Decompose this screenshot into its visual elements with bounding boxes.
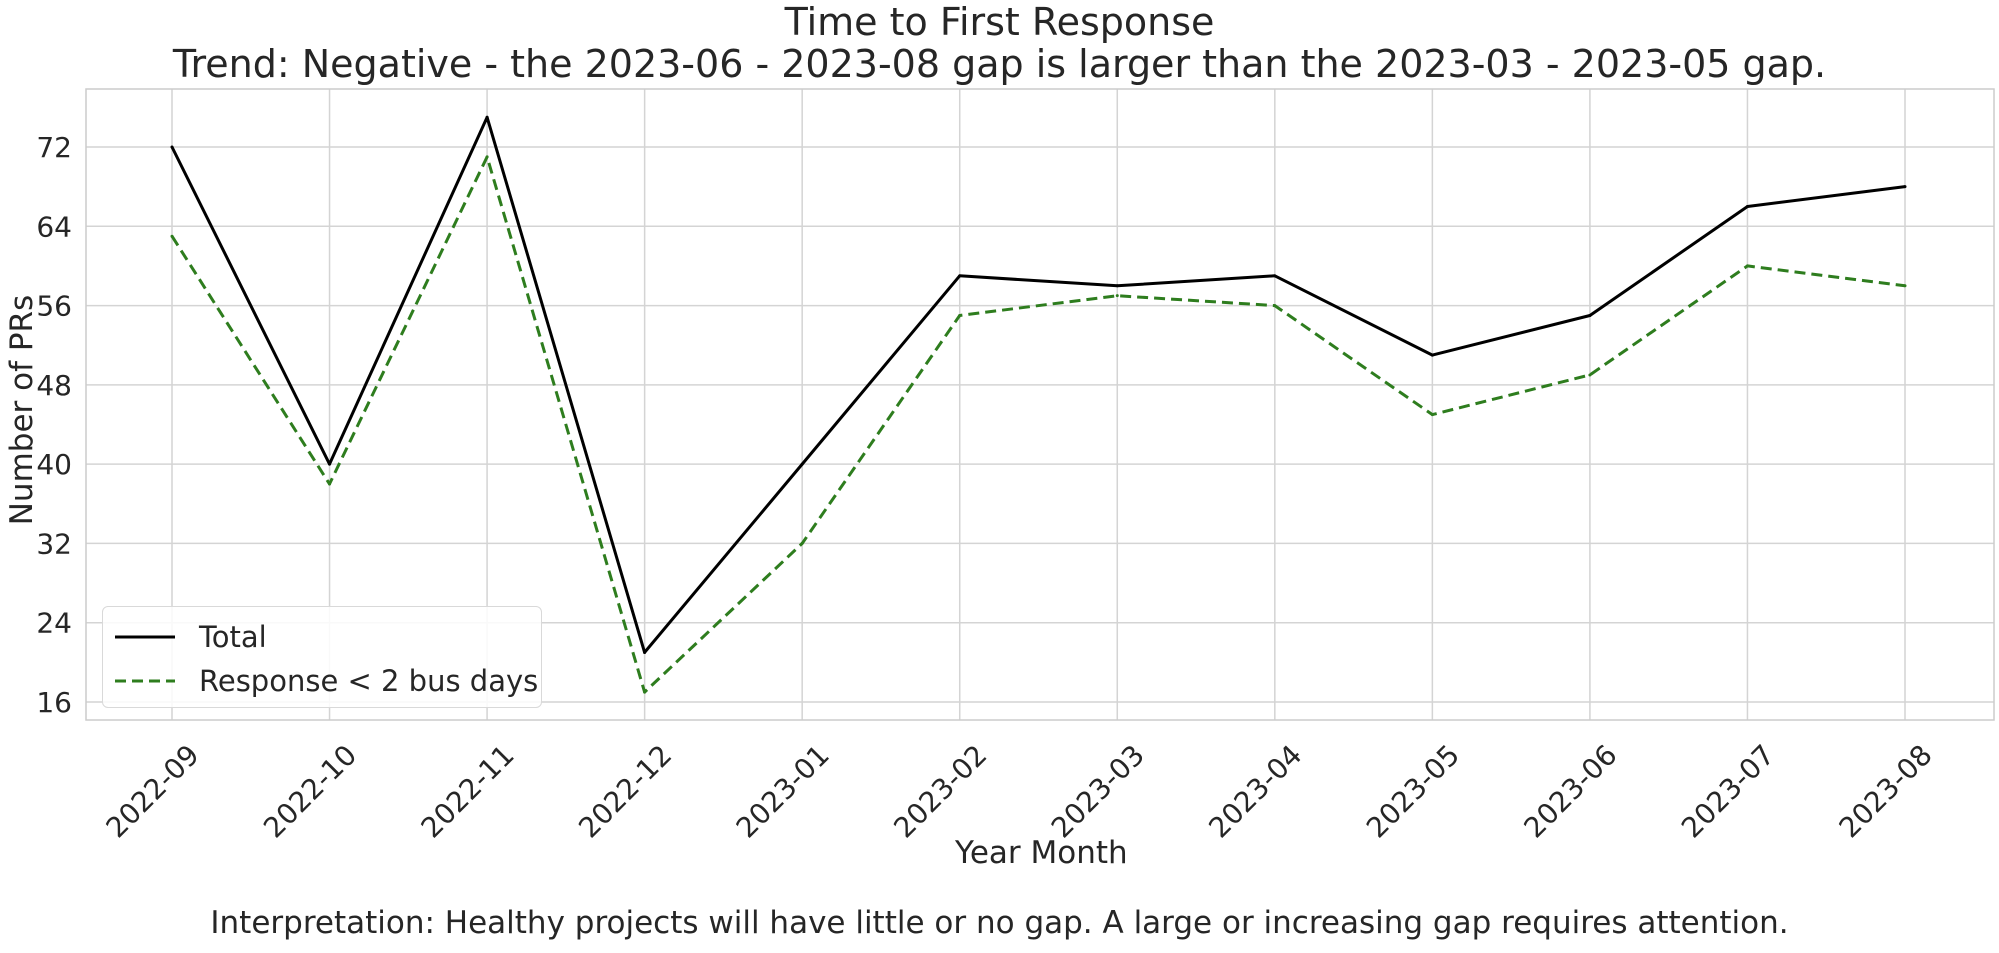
data-point bbox=[1588, 373, 1592, 377]
x-tick-label: 2022-11 bbox=[415, 738, 521, 844]
data-point bbox=[170, 145, 174, 149]
y-tick-labels: 16 24 32 40 48 56 64 72 bbox=[36, 131, 72, 719]
legend-label-total: Total bbox=[199, 620, 267, 654]
x-tick-label: 2023-03 bbox=[1045, 738, 1151, 844]
x-tick-label: 2022-09 bbox=[100, 738, 206, 844]
data-point bbox=[1903, 185, 1907, 189]
x-tick-label: 2023-06 bbox=[1517, 738, 1623, 844]
data-point bbox=[1430, 353, 1434, 357]
legend: Total Response < 2 bus days bbox=[102, 606, 542, 708]
data-point bbox=[1430, 413, 1434, 417]
chart-title: Time to First Response bbox=[784, 0, 1215, 44]
y-tick-label: 32 bbox=[36, 527, 72, 560]
y-tick-label: 72 bbox=[36, 131, 72, 164]
y-tick-label: 56 bbox=[36, 290, 72, 323]
data-point bbox=[800, 462, 804, 466]
y-axis-label: Number of PRs bbox=[4, 294, 40, 526]
x-tick-label: 2023-07 bbox=[1675, 738, 1781, 844]
data-point bbox=[170, 234, 174, 238]
y-tick-label: 48 bbox=[36, 369, 72, 402]
data-point bbox=[1588, 313, 1592, 317]
x-axis-label: Year Month bbox=[955, 835, 1128, 871]
data-point bbox=[1115, 294, 1119, 298]
x-tick-label: 2022-10 bbox=[257, 738, 363, 844]
data-point bbox=[958, 274, 962, 278]
data-point bbox=[1273, 304, 1277, 308]
interpretation-note: Interpretation: Healthy projects will ha… bbox=[210, 905, 1789, 941]
data-point bbox=[1903, 284, 1907, 288]
data-point bbox=[485, 115, 489, 119]
data-point bbox=[958, 313, 962, 317]
x-tick-label: 2023-08 bbox=[1833, 738, 1939, 844]
data-point bbox=[1115, 284, 1119, 288]
series-lines bbox=[170, 115, 1907, 694]
y-tick-label: 24 bbox=[36, 607, 72, 640]
data-point bbox=[643, 690, 647, 694]
x-tick-label: 2023-01 bbox=[730, 738, 836, 844]
y-tick-label: 40 bbox=[36, 448, 72, 481]
data-point bbox=[643, 650, 647, 654]
data-point bbox=[1745, 264, 1749, 268]
series-line-total bbox=[170, 115, 1906, 654]
legend-item-total: Total bbox=[103, 617, 267, 657]
x-tick-label: 2023-04 bbox=[1202, 738, 1308, 844]
series-line-response bbox=[170, 155, 1906, 694]
x-tick-label: 2022-12 bbox=[572, 738, 678, 844]
data-point bbox=[328, 462, 332, 466]
data-point bbox=[800, 541, 804, 545]
x-tick-labels: 2022-09 2022-10 2022-11 2022-12 2023-01 2023-… bbox=[100, 738, 1939, 844]
x-tick-label: 2023-02 bbox=[887, 738, 993, 844]
legend-swatch-response bbox=[115, 679, 175, 683]
legend-swatch-total bbox=[115, 635, 175, 639]
data-point bbox=[328, 482, 332, 486]
legend-item-response: Response < 2 bus days bbox=[103, 661, 538, 701]
data-point bbox=[485, 155, 489, 159]
chart-subtitle: Trend: Negative - the 2023-06 - 2023-08 … bbox=[172, 42, 1827, 86]
y-tick-label: 64 bbox=[36, 210, 72, 243]
data-point bbox=[1745, 204, 1749, 208]
data-point bbox=[1273, 274, 1277, 278]
x-tick-label: 2023-05 bbox=[1360, 738, 1466, 844]
legend-label-response: Response < 2 bus days bbox=[199, 664, 539, 698]
plot-frame bbox=[85, 88, 1995, 721]
y-tick-label: 16 bbox=[36, 686, 72, 719]
